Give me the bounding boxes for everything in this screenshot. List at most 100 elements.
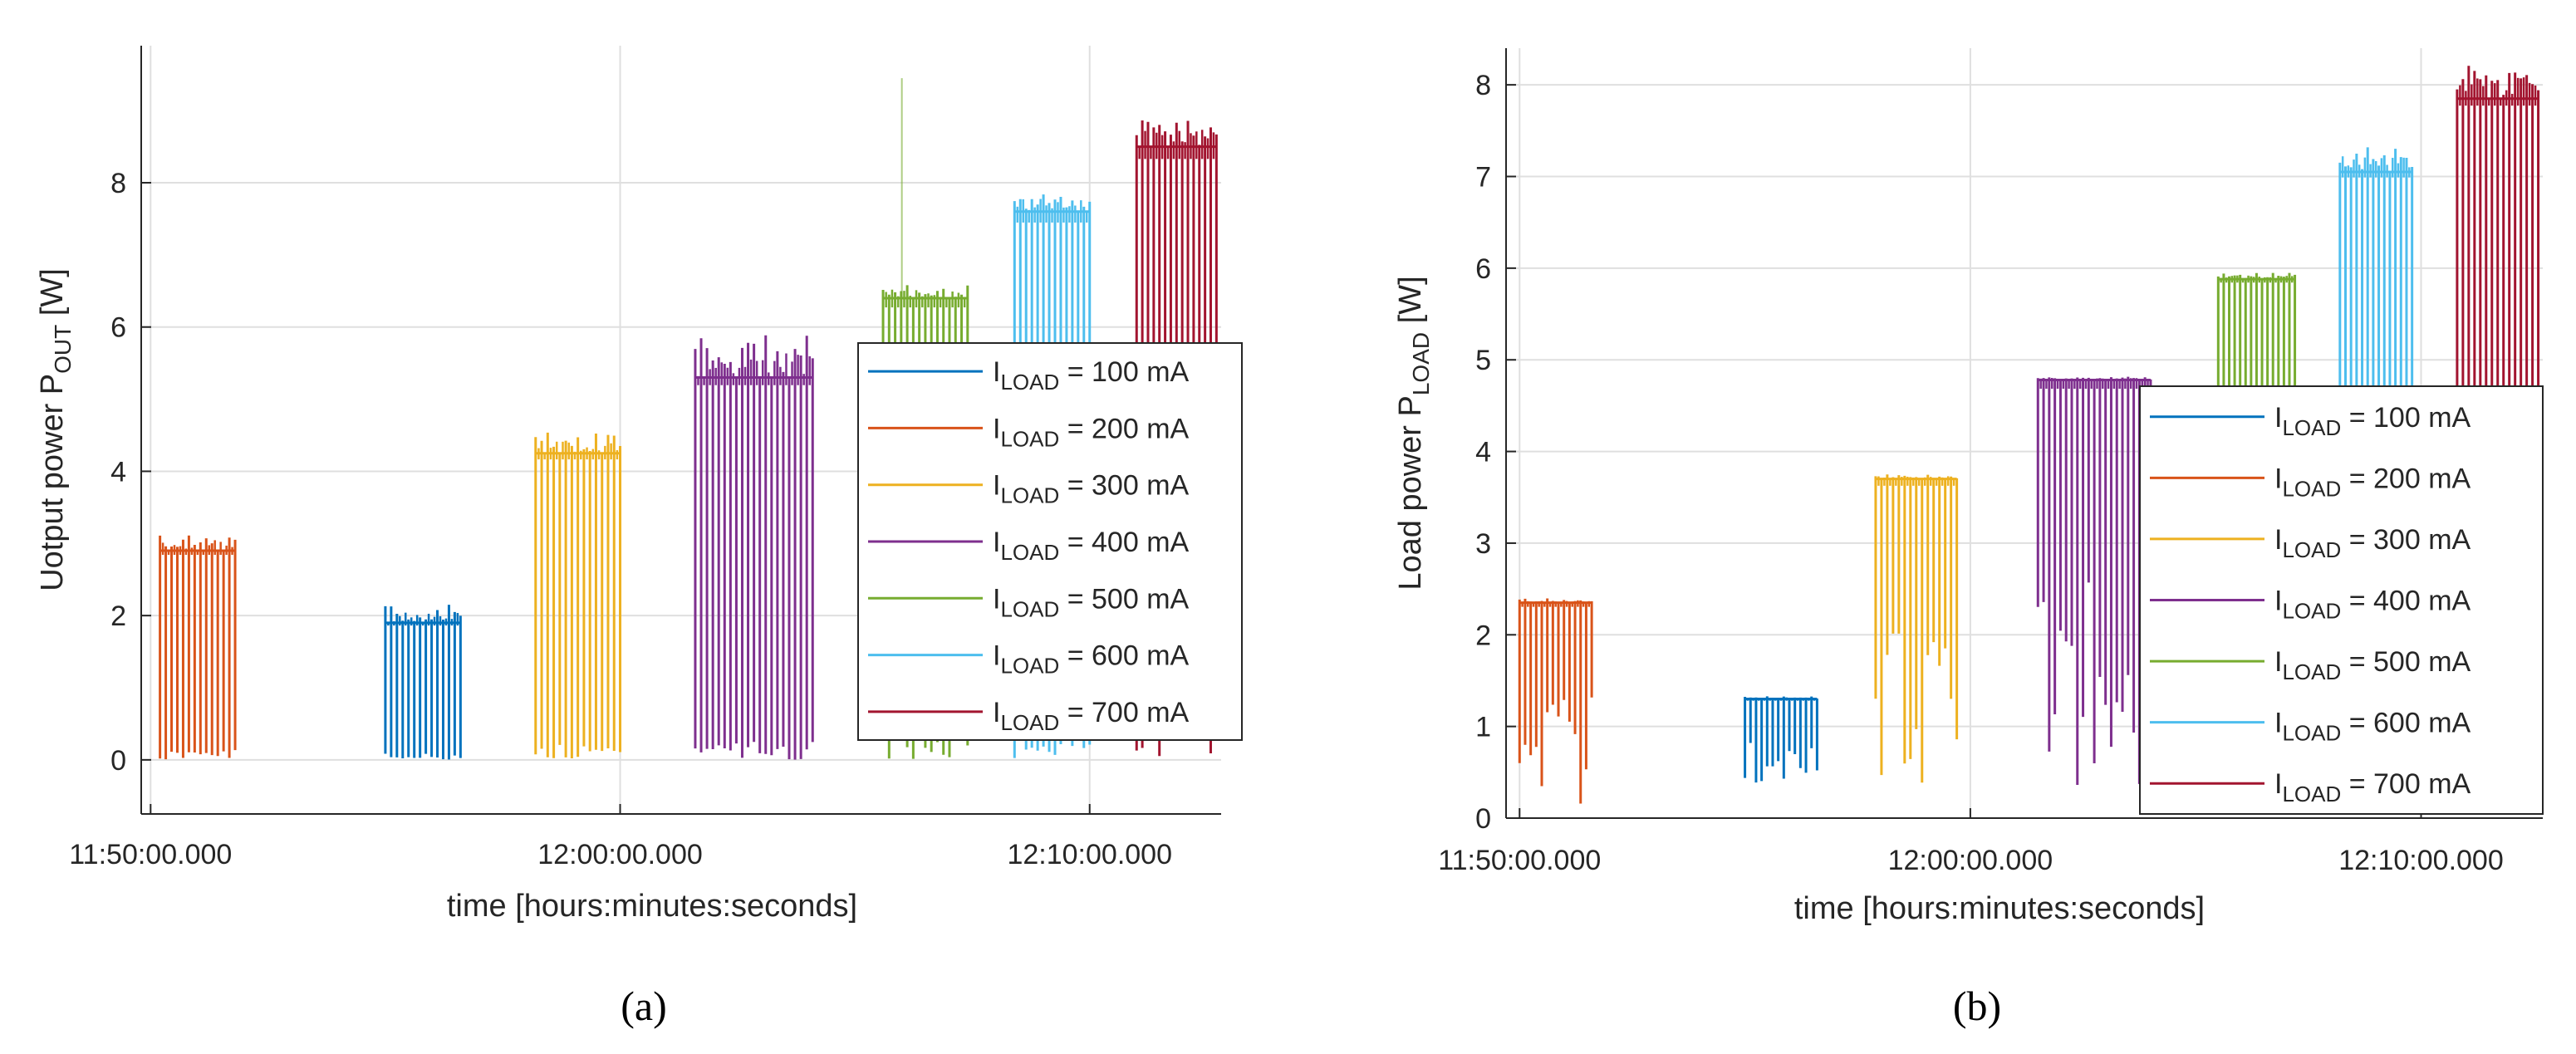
legend-label-subscript: LOAD bbox=[2282, 476, 2341, 501]
legend-label-value: = 700 mA bbox=[1059, 697, 1189, 728]
x-axis-label: time [hours:minutes:seconds] bbox=[447, 889, 857, 924]
legend-label-main: I bbox=[993, 413, 1000, 444]
legend-label-main: I bbox=[2274, 586, 2282, 617]
chart-panel-b: 0 1 2 3 4 5 6 7 8 11:50:00.000 12:00:00.000 12:10:0… bbox=[1393, 48, 2544, 1029]
legend-label-subscript: LOAD bbox=[1000, 710, 1059, 735]
legend-entry-label: ILOAD = 100 mA bbox=[993, 356, 1190, 395]
x-tick-label: 12:10:00.000 bbox=[1007, 839, 1172, 870]
legend-label-subscript: LOAD bbox=[2282, 537, 2341, 562]
legend-entry-label: ILOAD = 200 mA bbox=[993, 413, 1190, 451]
series-100ma bbox=[384, 605, 462, 760]
legend-entry-label: ILOAD = 400 mA bbox=[993, 527, 1190, 565]
legend-label-subscript: LOAD bbox=[2282, 782, 2341, 806]
legend-label-subscript: LOAD bbox=[1000, 370, 1059, 395]
legend-label-subscript: LOAD bbox=[1000, 596, 1059, 621]
legend-label-value: = 100 mA bbox=[2341, 402, 2471, 434]
chart-panel-a: 0 2 4 6 8 11:50:00.000 12:00:00.000 12:10:00.00… bbox=[35, 46, 1243, 1029]
series-200ma bbox=[159, 535, 237, 760]
legend-label-main: I bbox=[2274, 768, 2282, 800]
legend-label-value: = 200 mA bbox=[1059, 413, 1189, 444]
legend-entry-label: ILOAD = 500 mA bbox=[993, 583, 1190, 621]
y-tick-label: 7 bbox=[1475, 162, 1491, 194]
legend-label-main: I bbox=[2274, 646, 2282, 678]
legend-label-subscript: LOAD bbox=[2282, 599, 2341, 624]
y-tick-label: 8 bbox=[1475, 70, 1491, 101]
y-tick-label: 8 bbox=[110, 168, 126, 199]
legend-label-subscript: LOAD bbox=[1000, 654, 1059, 679]
legend-label-main: I bbox=[993, 356, 1000, 388]
legend-entry-label: ILOAD = 300 mA bbox=[2274, 524, 2471, 562]
legend-entry-label: ILOAD = 600 mA bbox=[2274, 708, 2471, 746]
y-axis-label: Uotput power POUT [W] bbox=[35, 268, 76, 591]
x-tick-label: 12:10:00.000 bbox=[2338, 845, 2504, 876]
y-tick-label: 0 bbox=[110, 745, 126, 777]
y-axis-label-main: Load power P bbox=[1393, 395, 1428, 591]
y-tick-label: 3 bbox=[1475, 528, 1491, 560]
series-300ma bbox=[534, 432, 622, 759]
legend-label-subscript: LOAD bbox=[1000, 426, 1059, 451]
panel-label: (b) bbox=[1953, 983, 2001, 1029]
legend-label-main: I bbox=[2274, 524, 2282, 556]
legend-label-subscript: LOAD bbox=[2282, 659, 2341, 684]
x-tick-label: 12:00:00.000 bbox=[537, 839, 703, 870]
legend-label-value: = 700 mA bbox=[2341, 768, 2471, 800]
y-axis-label: Load power PLOAD [W] bbox=[1393, 276, 1434, 590]
y-tick-label: 1 bbox=[1475, 712, 1491, 743]
y-tick-label: 4 bbox=[110, 456, 126, 488]
legend-label-value: = 600 mA bbox=[2341, 708, 2471, 739]
legend-label-value: = 300 mA bbox=[1059, 470, 1189, 502]
legend-label-main: I bbox=[2274, 708, 2282, 739]
x-tick-label: 11:50:00.000 bbox=[1438, 845, 1601, 876]
legend-label-value: = 300 mA bbox=[2341, 524, 2471, 556]
x-tick-label: 11:50:00.000 bbox=[69, 839, 232, 870]
x-tick-label: 12:00:00.000 bbox=[1888, 845, 2053, 876]
series-200ma bbox=[1518, 598, 1593, 804]
legend-label-main: I bbox=[993, 527, 1000, 558]
legend-label-subscript: LOAD bbox=[1000, 540, 1059, 565]
legend-entry-label: ILOAD = 100 mA bbox=[2274, 402, 2471, 440]
legend-label-value: = 500 mA bbox=[1059, 583, 1189, 615]
legend-label-main: I bbox=[993, 583, 1000, 615]
y-tick-label: 6 bbox=[110, 312, 126, 344]
legend-entry-label: ILOAD = 300 mA bbox=[993, 470, 1190, 508]
legend-entry-label: ILOAD = 700 mA bbox=[2274, 768, 2471, 806]
legend-label-value: = 100 mA bbox=[1059, 356, 1189, 388]
y-tick-label: 5 bbox=[1475, 345, 1491, 376]
legend-entry-label: ILOAD = 600 mA bbox=[993, 640, 1190, 679]
panel-label: (a) bbox=[621, 983, 667, 1029]
series-300ma bbox=[1874, 474, 1959, 783]
y-axis-label-unit: [W] bbox=[1393, 276, 1428, 332]
y-axis-label-unit: [W] bbox=[35, 268, 70, 325]
legend-label-main: I bbox=[2274, 463, 2282, 494]
legend-label-main: I bbox=[2274, 402, 2282, 434]
y-tick-label: 6 bbox=[1475, 253, 1491, 285]
legend-label-main: I bbox=[993, 640, 1000, 672]
legend-label-value: = 200 mA bbox=[2341, 463, 2471, 494]
y-axis-label-subscript: OUT bbox=[50, 325, 76, 374]
legend-label-subscript: LOAD bbox=[1000, 483, 1059, 508]
y-tick-label: 2 bbox=[1475, 620, 1491, 651]
series-400ma bbox=[694, 335, 814, 760]
legend-label-value: = 400 mA bbox=[1059, 527, 1189, 558]
legend-label-subscript: LOAD bbox=[2282, 721, 2341, 746]
legend-label-main: I bbox=[993, 470, 1000, 502]
y-tick-label: 4 bbox=[1475, 437, 1491, 468]
legend-label-value: = 500 mA bbox=[2341, 646, 2471, 678]
legend-label-value: = 400 mA bbox=[2341, 586, 2471, 617]
legend-entry-label: ILOAD = 500 mA bbox=[2274, 646, 2471, 684]
series-100ma bbox=[1744, 696, 1818, 783]
y-tick-label: 2 bbox=[110, 601, 126, 632]
y-tick-label: 0 bbox=[1475, 803, 1491, 835]
y-axis-label-main: Uotput power P bbox=[35, 374, 70, 591]
legend-label-main: I bbox=[993, 697, 1000, 728]
legend-label-value: = 600 mA bbox=[1059, 640, 1189, 672]
legend-entry-label: ILOAD = 400 mA bbox=[2274, 586, 2471, 624]
y-axis-label-subscript: LOAD bbox=[1408, 332, 1434, 395]
legend-label-subscript: LOAD bbox=[2282, 415, 2341, 440]
legend-entry-label: ILOAD = 200 mA bbox=[2274, 463, 2471, 501]
legend-entry-label: ILOAD = 700 mA bbox=[993, 697, 1190, 735]
x-axis-label: time [hours:minutes:seconds] bbox=[1794, 891, 2205, 926]
